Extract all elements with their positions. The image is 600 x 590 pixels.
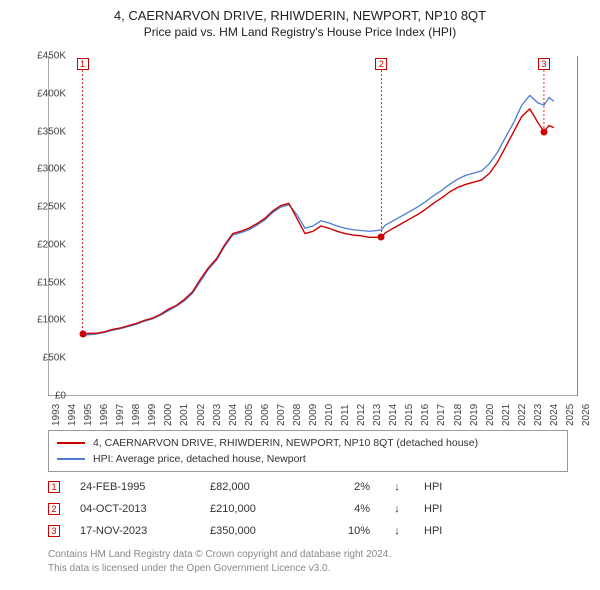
x-tick-label: 2012 — [356, 404, 367, 426]
y-tick-label: £300K — [37, 164, 66, 175]
x-tick-label: 2009 — [308, 404, 319, 426]
event-row: 3 17-NOV-2023 £350,000 10% ↓ HPI — [48, 520, 568, 542]
y-tick-label: £350K — [37, 126, 66, 137]
down-arrow-icon: ↓ — [390, 481, 404, 493]
event-row: 2 04-OCT-2013 £210,000 4% ↓ HPI — [48, 498, 568, 520]
x-tick-label: 2000 — [163, 404, 174, 426]
chart-plot-area — [48, 56, 578, 396]
x-tick-label: 2018 — [453, 404, 464, 426]
x-tick-label: 2001 — [179, 404, 190, 426]
legend-label: HPI: Average price, detached house, Newp… — [93, 453, 306, 465]
x-tick-label: 2004 — [228, 404, 239, 426]
chart-marker-dot — [378, 234, 385, 241]
event-suffix: HPI — [424, 481, 454, 493]
y-tick-label: £250K — [37, 202, 66, 213]
x-tick-label: 2026 — [581, 404, 592, 426]
y-tick-label: £400K — [37, 88, 66, 99]
event-marker-number: 1 — [48, 481, 60, 493]
event-pct: 4% — [320, 503, 370, 515]
footer-line2: This data is licensed under the Open Gov… — [48, 562, 391, 576]
y-tick-label: £150K — [37, 277, 66, 288]
x-tick-label: 1994 — [67, 404, 78, 426]
footer-attribution: Contains HM Land Registry data © Crown c… — [48, 548, 391, 575]
chart-marker-box: 2 — [375, 58, 387, 70]
legend-item: HPI: Average price, detached house, Newp… — [57, 451, 559, 467]
x-tick-label: 1996 — [99, 404, 110, 426]
x-tick-label: 1999 — [147, 404, 158, 426]
chart-marker-dot — [79, 331, 86, 338]
x-tick-label: 2011 — [340, 404, 351, 426]
x-tick-label: 2013 — [372, 404, 383, 426]
x-tick-label: 2002 — [196, 404, 207, 426]
x-tick-label: 1995 — [83, 404, 94, 426]
x-tick-label: 2005 — [244, 404, 255, 426]
x-tick-label: 2020 — [485, 404, 496, 426]
y-tick-label: £50K — [43, 353, 66, 364]
event-suffix: HPI — [424, 525, 454, 537]
y-tick-label: £0 — [55, 391, 66, 402]
legend-label: 4, CAERNARVON DRIVE, RHIWDERIN, NEWPORT,… — [93, 437, 478, 449]
event-price: £350,000 — [210, 525, 300, 537]
x-tick-label: 2008 — [292, 404, 303, 426]
chart-container: 4, CAERNARVON DRIVE, RHIWDERIN, NEWPORT,… — [0, 0, 600, 590]
event-price: £210,000 — [210, 503, 300, 515]
x-tick-label: 2017 — [436, 404, 447, 426]
x-tick-label: 2014 — [388, 404, 399, 426]
x-tick-label: 2024 — [549, 404, 560, 426]
event-pct: 10% — [320, 525, 370, 537]
title-address: 4, CAERNARVON DRIVE, RHIWDERIN, NEWPORT,… — [0, 8, 600, 23]
events-table: 1 24-FEB-1995 £82,000 2% ↓ HPI 2 04-OCT-2013 £21… — [48, 476, 568, 542]
event-date: 04-OCT-2013 — [80, 503, 190, 515]
footer-line1: Contains HM Land Registry data © Crown c… — [48, 548, 391, 562]
legend-swatch — [57, 442, 85, 444]
y-tick-label: £100K — [37, 315, 66, 326]
event-row: 1 24-FEB-1995 £82,000 2% ↓ HPI — [48, 476, 568, 498]
x-tick-label: 2025 — [565, 404, 576, 426]
legend-box: 4, CAERNARVON DRIVE, RHIWDERIN, NEWPORT,… — [48, 430, 568, 472]
x-tick-label: 2010 — [324, 404, 335, 426]
down-arrow-icon: ↓ — [390, 525, 404, 537]
event-date: 17-NOV-2023 — [80, 525, 190, 537]
chart-marker-dot — [540, 128, 547, 135]
title-block: 4, CAERNARVON DRIVE, RHIWDERIN, NEWPORT,… — [0, 0, 600, 39]
legend-swatch — [57, 458, 85, 460]
event-price: £82,000 — [210, 481, 300, 493]
event-suffix: HPI — [424, 503, 454, 515]
x-tick-label: 2022 — [517, 404, 528, 426]
x-tick-label: 1993 — [51, 404, 62, 426]
x-tick-label: 2007 — [276, 404, 287, 426]
title-subtitle: Price paid vs. HM Land Registry's House … — [0, 25, 600, 39]
x-tick-label: 2015 — [404, 404, 415, 426]
x-tick-label: 2006 — [260, 404, 271, 426]
y-tick-label: £200K — [37, 239, 66, 250]
x-tick-label: 2003 — [212, 404, 223, 426]
chart-marker-box: 1 — [77, 58, 89, 70]
event-date: 24-FEB-1995 — [80, 481, 190, 493]
x-tick-label: 1998 — [131, 404, 142, 426]
legend-item: 4, CAERNARVON DRIVE, RHIWDERIN, NEWPORT,… — [57, 435, 559, 451]
x-tick-label: 2023 — [533, 404, 544, 426]
x-tick-label: 2019 — [469, 404, 480, 426]
x-tick-label: 2021 — [501, 404, 512, 426]
y-tick-label: £450K — [37, 51, 66, 62]
chart-svg — [48, 56, 578, 396]
chart-marker-box: 3 — [538, 58, 550, 70]
event-pct: 2% — [320, 481, 370, 493]
event-marker-number: 3 — [48, 525, 60, 537]
x-tick-label: 1997 — [115, 404, 126, 426]
x-tick-label: 2016 — [420, 404, 431, 426]
event-marker-number: 2 — [48, 503, 60, 515]
down-arrow-icon: ↓ — [390, 503, 404, 515]
